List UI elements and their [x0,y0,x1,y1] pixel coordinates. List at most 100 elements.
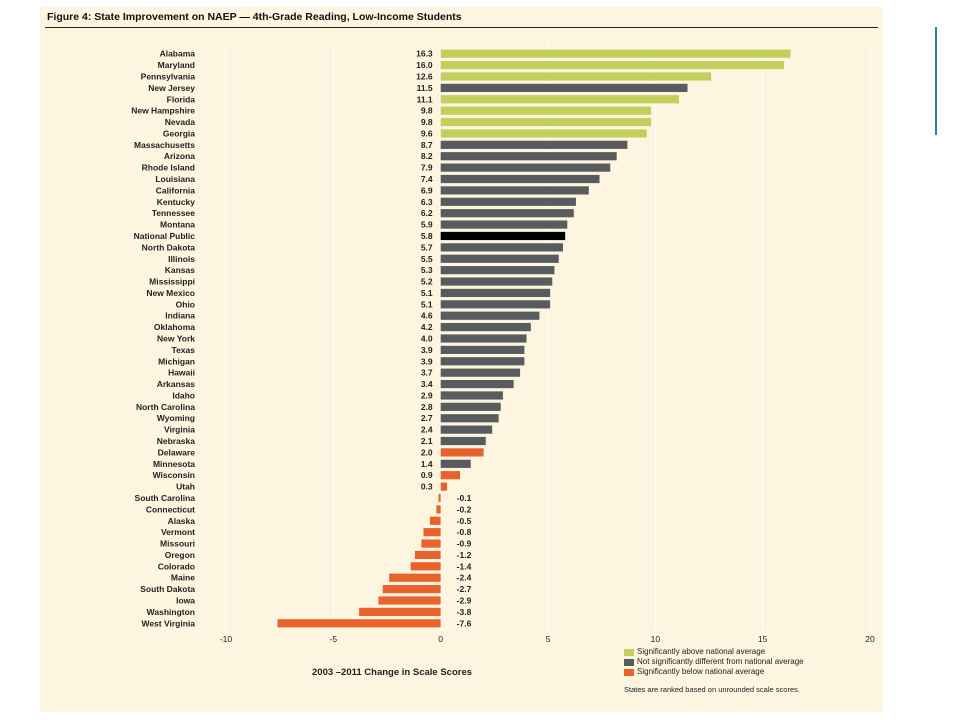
bar [440,436,486,446]
value-label: 1.4 [421,459,433,469]
value-label: 3.9 [421,345,433,355]
x-tick-label: 20 [865,634,875,644]
state-label: South Dakota [140,584,195,594]
value-label: 0.9 [421,470,433,480]
state-label: Wyoming [157,413,195,423]
value-label: -7.6 [457,618,472,628]
bar [440,152,617,161]
state-label: Washington [147,607,195,617]
x-tick-label: 0 [438,634,443,644]
legend-label-above: Significantly above national average [637,647,766,656]
bar [440,448,484,457]
legend-item-not-significant: Not significantly different from nationa… [624,657,804,667]
legend-swatch-above [624,648,634,656]
value-label: 6.2 [421,208,433,218]
value-label: 7.9 [421,163,433,173]
state-label: Alabama [160,49,196,59]
state-label: Nevada [165,117,196,127]
bar [440,414,499,423]
bar [440,60,785,70]
state-label: Virginia [164,425,195,435]
state-label: Alaska [168,516,196,526]
value-label: 5.3 [421,265,433,275]
value-label: -2.9 [457,596,472,606]
bar [440,254,559,263]
title-rule [45,27,878,28]
state-label: National Public [134,231,196,241]
bar [389,573,441,582]
legend-label-below: Significantly below national average [637,667,765,676]
value-label: -1.4 [457,561,472,571]
value-label: 8.2 [421,151,433,161]
legend: Significantly above national average Not… [624,647,804,677]
value-label: 8.7 [421,140,433,150]
state-label: Ohio [176,299,195,309]
state-label: Nebraska [157,436,196,446]
bar [440,243,564,252]
value-label: 9.8 [421,106,433,116]
bar [429,516,441,525]
value-label: -1.2 [457,550,472,560]
state-label: Colorado [158,561,195,571]
bar [440,311,540,320]
state-label: Oklahoma [154,322,195,332]
x-axis-label: 2003 –2011 Change in Scale Scores [312,667,473,678]
value-label: 3.4 [421,379,433,389]
state-label: Florida [167,94,196,104]
bar [440,379,514,389]
bar [440,482,448,491]
value-label: 4.2 [421,322,433,332]
value-label: 11.1 [417,94,433,104]
state-label: North Dakota [142,242,196,252]
state-label: Iowa [176,596,195,606]
value-label: 4.6 [421,311,433,321]
state-label: Montana [160,220,195,230]
bar [440,300,551,309]
value-label: 2.8 [421,402,433,412]
bar [440,72,712,81]
value-label: 0.3 [421,482,433,492]
state-label: Michigan [158,356,195,366]
state-label: South Carolina [135,493,196,503]
value-label: 3.9 [421,356,433,366]
value-label: 16.3 [416,49,433,59]
legend-swatch-not-significant [624,658,634,666]
state-label: California [156,185,195,195]
state-label: Georgia [163,128,195,138]
bar [440,95,679,104]
state-label: Mississippi [149,277,195,287]
x-tick-label: -10 [220,634,233,644]
x-tick-label: 15 [758,634,768,644]
value-label: 2.0 [421,447,433,457]
bar [438,493,441,503]
value-label: 9.8 [421,117,433,127]
state-label: Maryland [158,60,195,70]
bar [378,596,441,605]
state-label: Louisiana [155,174,195,184]
bar [440,140,628,149]
value-label: 2.4 [421,425,433,435]
bar [440,391,503,400]
bar [382,585,441,594]
bar [440,163,611,172]
value-label: 5.9 [421,220,433,230]
value-label: 5.5 [421,254,433,264]
value-label: -2.4 [457,573,472,583]
bar [440,117,652,127]
state-label: Utah [176,482,195,492]
state-label: Minnesota [153,459,195,469]
bar [440,197,576,206]
bar [440,220,568,229]
legend-item-above: Significantly above national average [624,647,804,657]
bar [440,402,501,411]
value-label: 5.8 [421,231,433,241]
bar [440,231,566,241]
bar [423,528,441,537]
value-label: 6.9 [421,185,433,195]
state-label: Hawaii [168,368,195,378]
x-tick-label: -5 [330,634,338,644]
state-label: Delaware [158,447,196,457]
legend-swatch-below [624,668,634,676]
value-label: 2.9 [421,390,433,400]
